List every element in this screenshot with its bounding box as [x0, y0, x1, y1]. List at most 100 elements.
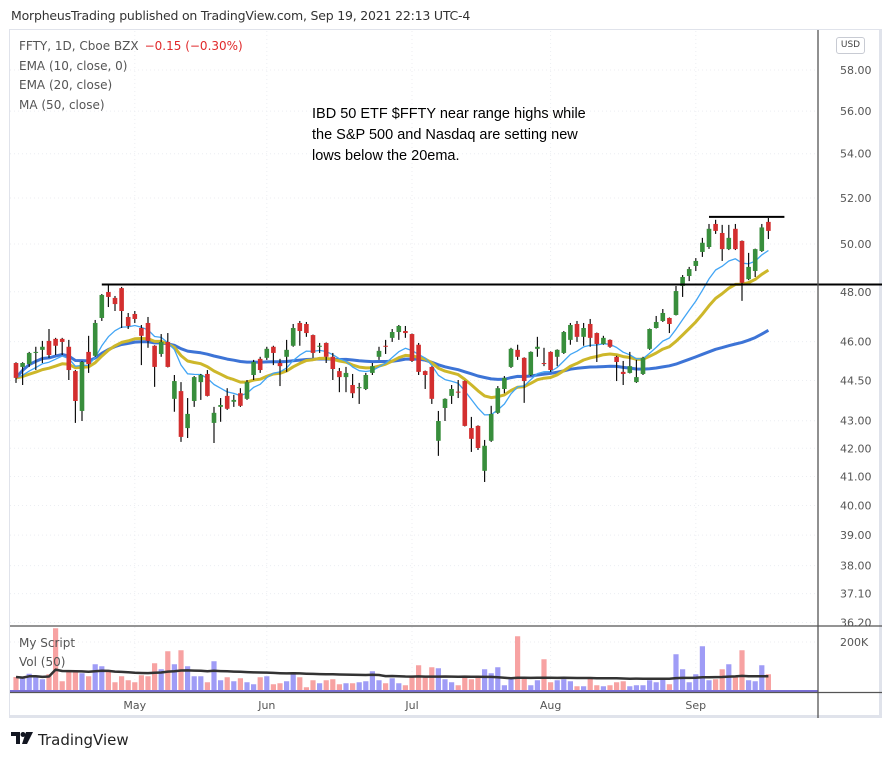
- volume-bar: [39, 679, 45, 691]
- volume-bar: [732, 676, 738, 691]
- volume-bar: [462, 677, 468, 691]
- volume-bar: [673, 654, 679, 691]
- volume-bar: [317, 683, 323, 691]
- candle-up: [172, 381, 177, 399]
- candle-down: [271, 346, 276, 353]
- candle-up: [561, 332, 567, 353]
- candle-down: [462, 381, 468, 426]
- price-axis-label: 52.00: [840, 192, 872, 205]
- footer-brand[interactable]: TradingView: [11, 731, 129, 749]
- volume-axis-label: 200K: [840, 636, 869, 649]
- candle-down: [257, 358, 263, 371]
- volume-bar: [746, 680, 752, 691]
- volume-bar: [765, 674, 771, 691]
- volume-bar: [647, 680, 653, 691]
- candle-down: [383, 345, 388, 347]
- candle-up: [693, 260, 699, 266]
- candle-down: [46, 340, 52, 355]
- candle-up: [442, 398, 448, 408]
- volume-bar: [79, 673, 85, 691]
- candle-down: [13, 363, 19, 378]
- price-change: −0.15 (−0.30%): [144, 39, 243, 53]
- candle-down: [337, 371, 342, 378]
- volume-bar: [449, 682, 455, 691]
- volume-bar: [264, 676, 270, 691]
- volume-bar: [244, 682, 250, 691]
- volume-bar: [152, 663, 158, 691]
- volume-bar: [66, 671, 72, 691]
- candle-up: [370, 366, 375, 373]
- symbol-legend[interactable]: FFTY, 1D, Cboe BZX −0.15 (−0.30%): [19, 37, 243, 57]
- candle-down: [719, 232, 725, 250]
- candle-down: [310, 335, 316, 353]
- volume-bar: [46, 674, 52, 691]
- candle-up: [218, 405, 223, 407]
- volume-bar: [600, 686, 606, 691]
- volume-bar: [653, 682, 659, 691]
- candle-down: [733, 228, 738, 250]
- volume-bar: [237, 678, 243, 691]
- price-axis-label: 37.10: [840, 588, 872, 601]
- volume-bar: [482, 669, 488, 691]
- candle-up: [20, 363, 25, 367]
- volume-bar: [383, 683, 389, 691]
- volume-bar: [284, 681, 290, 691]
- candle-down: [238, 393, 243, 406]
- price-axis-label: 44.50: [840, 375, 872, 388]
- price-axis-label: 39.00: [840, 529, 872, 542]
- volume-bar: [640, 685, 646, 691]
- candle-down: [304, 323, 309, 334]
- volume-bar: [396, 683, 402, 691]
- volume-bar: [719, 669, 725, 691]
- indicator-legend-ma50[interactable]: MA (50, close): [19, 97, 105, 112]
- candle-up: [290, 327, 296, 346]
- candle-down: [145, 322, 151, 341]
- script-legend[interactable]: My Script: [19, 636, 76, 650]
- candle-down: [766, 221, 771, 231]
- candle-down: [178, 391, 184, 437]
- time-axis-label: Aug: [540, 699, 561, 712]
- indicator-legend-ema10[interactable]: EMA (10, close, 0): [19, 58, 128, 73]
- candle-down: [165, 341, 171, 367]
- candle-up: [185, 413, 190, 429]
- volume-bar: [158, 669, 164, 691]
- volume-bar: [561, 679, 567, 691]
- candle-up: [251, 361, 256, 376]
- price-axis-label: 38.00: [840, 560, 872, 573]
- candle-up: [158, 341, 164, 354]
- volume-bar: [752, 681, 758, 691]
- candle-up: [495, 388, 501, 413]
- volume-bar: [198, 676, 204, 691]
- volume-bar: [455, 685, 461, 691]
- volume-bar: [389, 678, 395, 691]
- candle-up: [554, 349, 560, 357]
- candle-down: [607, 339, 613, 347]
- volume-bar: [59, 681, 65, 691]
- tradingview-logo-icon: [11, 732, 33, 748]
- candle-down: [548, 351, 553, 371]
- time-axis-label: Jul: [404, 699, 418, 712]
- volume-ma-legend[interactable]: Vol (50): [19, 655, 66, 669]
- volume-bar: [125, 680, 131, 691]
- price-axis-label: 48.00: [840, 286, 872, 299]
- volume-bar: [567, 681, 573, 691]
- volume-bar: [13, 677, 19, 691]
- price-axis-label: 40.00: [840, 499, 872, 512]
- candle-down: [119, 288, 124, 311]
- currency-badge[interactable]: USD: [836, 37, 865, 54]
- volume-legend: My Script Vol (50): [19, 634, 75, 672]
- candle-up: [317, 345, 322, 347]
- indicator-legend-ema20[interactable]: EMA (20, close): [19, 78, 113, 92]
- candle-down: [422, 371, 428, 376]
- candle-down: [297, 322, 303, 332]
- candle-up: [396, 325, 402, 333]
- candle-up: [436, 420, 441, 441]
- volume-bar: [369, 671, 375, 691]
- candle-down: [739, 240, 745, 283]
- time-axis-label: May: [123, 699, 146, 712]
- candle-down: [515, 349, 520, 357]
- volume-bar: [343, 683, 349, 691]
- price-axis-label: 50.00: [840, 238, 872, 251]
- candle-up: [680, 276, 685, 286]
